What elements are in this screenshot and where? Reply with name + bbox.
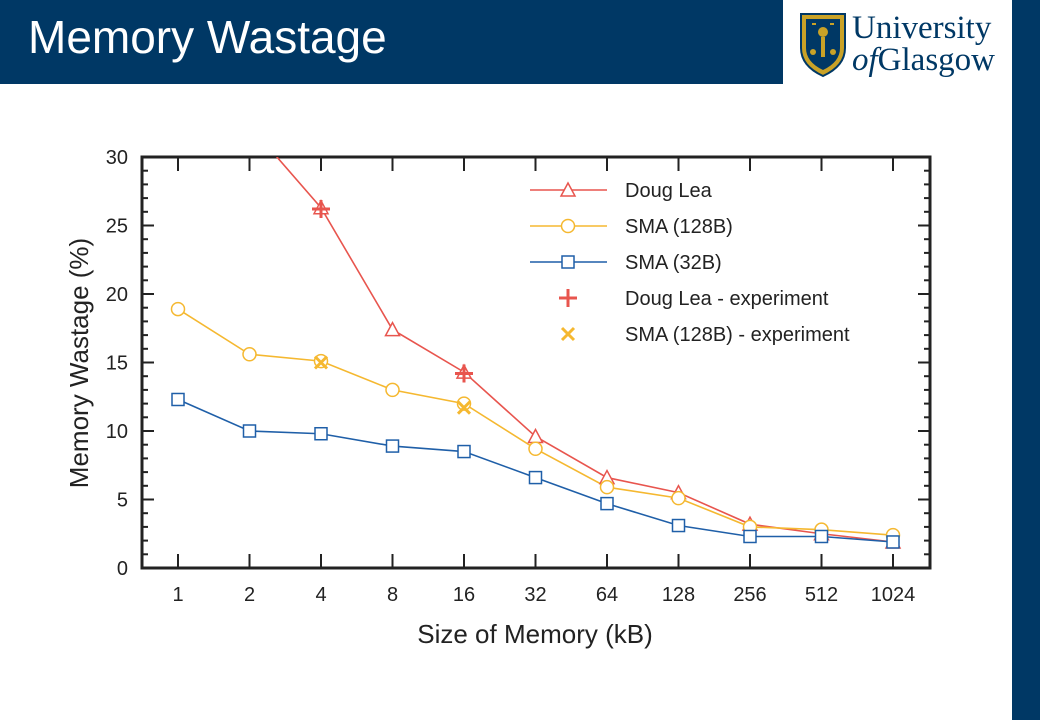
experiment-point-Doug Lea - experiment-4 xyxy=(312,200,330,219)
data-point-SMA (32B)-16 xyxy=(457,444,471,459)
axes-layer: 0 5 10 15 20 25 30 1 2 4 8 16 32 64 128 256 512 1024 xyxy=(106,147,932,606)
series-line-SMA (32B) xyxy=(177,398,894,543)
legend-marker xyxy=(559,289,577,307)
logo-glasgow-text: ofGlasgow xyxy=(852,42,995,78)
x-tick-label: 128 xyxy=(662,584,695,606)
data-point-SMA (128B)-2 xyxy=(242,347,257,362)
title-bar: Memory Wastage xyxy=(0,0,783,84)
x-tick-label: 32 xyxy=(524,584,546,606)
y-tick-label: 30 xyxy=(106,147,128,169)
legend: Doug Lea SMA (128B) SMA (32B) Doug Lea - ex… xyxy=(530,180,850,346)
data-point-SMA (32B)-4 xyxy=(314,426,328,441)
data-point-SMA (32B)-32 xyxy=(528,470,543,485)
data-point-SMA (128B)-8 xyxy=(385,382,400,398)
crest-icon xyxy=(800,13,846,78)
data-point-SMA (128B)-16 xyxy=(456,396,472,411)
y-tick-label: 0 xyxy=(117,558,128,580)
legend-marker xyxy=(560,218,576,234)
y-tick-label: 25 xyxy=(106,216,128,238)
x-tick-label: 64 xyxy=(596,584,618,606)
legend-label: Doug Lea xyxy=(625,180,713,202)
data-point-SMA (32B)-64 xyxy=(600,496,614,511)
legend-marker xyxy=(560,326,576,342)
legend-label: SMA (32B) xyxy=(625,252,722,274)
data-point-SMA (32B)-1024 xyxy=(886,535,900,549)
x-tick-label: 4 xyxy=(315,584,326,606)
x-tick-label: 1 xyxy=(172,584,183,606)
data-point-SMA (128B)-32 xyxy=(528,441,543,457)
legend-label: SMA (128B) - experiment xyxy=(625,324,850,346)
data-point-SMA (32B)-128 xyxy=(671,518,686,533)
y-tick-label: 10 xyxy=(106,421,128,443)
legend-marker xyxy=(561,255,575,269)
y-axis-label: Memory Wastage (%) xyxy=(64,238,94,488)
y-tick-label: 5 xyxy=(117,490,128,512)
plot-frame xyxy=(140,155,932,570)
x-tick-label: 16 xyxy=(453,584,475,606)
x-tick-label: 1024 xyxy=(871,584,916,606)
logo-university-text: University xyxy=(852,10,992,46)
legend-label: SMA (128B) xyxy=(625,216,733,238)
data-point-SMA (128B)-1 xyxy=(170,301,186,317)
data-point-Doug Lea-8 xyxy=(384,321,401,337)
y-tick-label: 20 xyxy=(106,284,128,306)
data-point-SMA (128B)-64 xyxy=(599,479,615,495)
x-axis-label: Size of Memory (kB) xyxy=(417,619,653,649)
x-tick-label: 512 xyxy=(805,584,838,606)
experiment-point-SMA (128B) - experiment-16 xyxy=(456,400,472,415)
data-point-SMA (32B)-2 xyxy=(242,424,257,438)
right-strip xyxy=(1012,0,1040,720)
x-tick-label: 2 xyxy=(244,584,255,606)
university-logo: University ofGlasgow xyxy=(798,8,1008,80)
experiment-point-SMA (128B) - experiment-4 xyxy=(313,355,329,370)
data-point-SMA (32B)-512 xyxy=(814,529,829,544)
data-point-SMA (128B)-128 xyxy=(671,490,686,506)
data-point-SMA (32B)-256 xyxy=(743,529,757,544)
x-tick-label: 256 xyxy=(733,584,766,606)
data-point-SMA (32B)-8 xyxy=(385,439,400,453)
experiment-point-Doug Lea - experiment-16 xyxy=(455,364,473,383)
legend-marker xyxy=(559,181,577,197)
series-layer xyxy=(170,157,902,549)
legend-label: Doug Lea - experiment xyxy=(625,288,829,310)
data-point-SMA (32B)-1 xyxy=(171,392,185,407)
slide-title: Memory Wastage xyxy=(28,11,387,63)
x-tick-label: 8 xyxy=(387,584,398,606)
y-tick-label: 15 xyxy=(106,353,128,375)
